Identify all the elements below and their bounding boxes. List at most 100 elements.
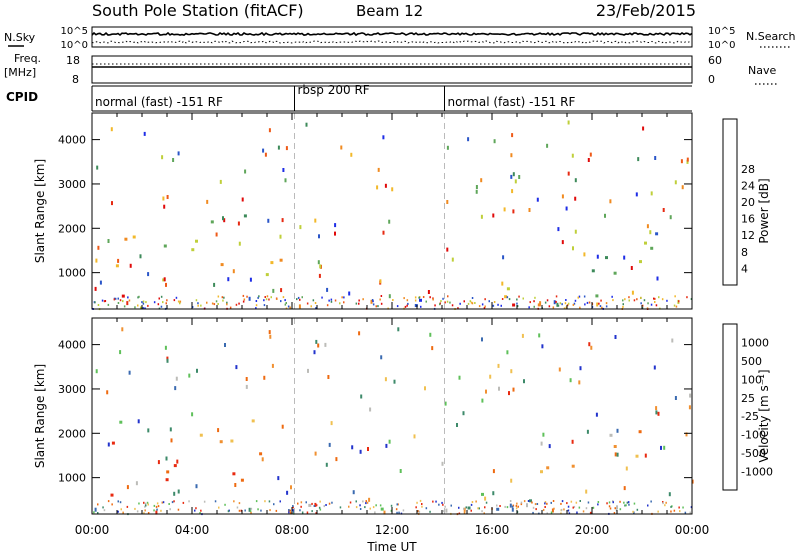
noise-point [630,266,633,270]
scatter-cell [481,492,484,496]
noise-point [172,158,175,162]
noise-point [480,214,483,219]
noise-point [97,503,99,506]
noise-point [590,345,593,350]
noise-point [485,389,487,394]
noise-point [384,183,387,188]
noise-point [301,296,303,299]
noise-point [631,290,634,295]
noise-point [307,368,309,373]
noise-point [456,423,458,427]
noise-point [463,300,465,303]
noise-point [465,506,467,509]
cpid-panel: CPID normal (fast) -151 RF rbsp 200 RF nor… [6,83,692,112]
noise-point [173,491,176,496]
noise-point [314,302,317,304]
noise-point [565,306,568,309]
noise-point [578,380,581,385]
noise-point [235,303,238,306]
noise-point [94,507,97,512]
y-tick-label: 3000 [58,383,86,396]
noise-point [546,502,548,505]
noise-point [191,412,194,417]
noise-point [506,350,509,355]
noise-point [567,302,570,305]
noise-point [510,478,513,483]
noise-point [390,509,393,512]
noise-point [380,295,383,297]
noise-point [470,503,473,506]
noise-point [288,511,290,514]
noise-point [474,302,476,304]
noise-point [199,512,201,514]
noise-point [388,219,391,224]
noise-point [157,303,160,306]
noise-point [339,506,342,509]
scatter-cell [165,478,169,482]
noise-point [171,501,174,504]
scatter-cell [613,445,617,448]
noise-point [238,509,241,512]
noise-point [508,298,511,301]
noise-point [391,187,394,192]
noise-point [128,370,131,375]
noise-point [561,240,564,245]
noise-point [568,512,571,515]
noise-point [299,298,301,301]
x-axis-label: Time UT [366,540,417,554]
noise-point [506,296,509,299]
noise-point [560,502,562,505]
colorbar-tick-label: 28 [741,163,755,176]
noise-point [384,377,387,382]
noise-point [273,503,275,506]
noise-point [289,509,291,512]
noise-point [561,500,564,503]
noise-point [292,505,294,507]
nave-tick-top: 60 [708,54,722,67]
noise-point [137,419,140,424]
noise-point [102,506,104,509]
noise-point [119,501,122,504]
noise-point [330,298,333,301]
noise-point [571,439,574,444]
noise-point [305,122,308,127]
noise-point [155,505,158,508]
noise-point [622,299,624,302]
noise-point [512,209,515,214]
noise-point [317,260,320,265]
noise-point [684,511,687,514]
scatter-cell [540,470,543,474]
noise-point [163,204,166,209]
noise-point [636,508,639,511]
noise-point [688,405,691,410]
noise-point [134,507,136,510]
noise-point [509,500,512,502]
noise-point [655,406,658,411]
noise-point [439,303,441,306]
noise-point [471,302,474,305]
scatter-cell [609,433,613,437]
noise-point [686,157,689,162]
noise-point [574,178,577,183]
noise-point [522,297,524,300]
noise-point [233,500,235,503]
noise-point [138,502,140,505]
noise-point [182,501,185,504]
noise-point [368,497,371,502]
colorbar-tick-label: 25 [741,392,755,405]
noise-point [358,331,361,336]
noise-point [551,508,554,513]
noise-point [622,303,624,306]
noise-point [268,500,271,503]
noise-point [250,511,252,514]
noise-point [226,303,228,306]
noise-point [481,398,484,403]
noise-point [377,305,379,308]
noise-point [177,151,180,156]
colorbar-tick-label: 100 [741,373,762,386]
noise-point [97,245,100,250]
noise-point [616,505,618,510]
noise-point [421,503,423,505]
noise-point [249,510,252,513]
colorbar-tick-label: 20 [741,196,755,209]
